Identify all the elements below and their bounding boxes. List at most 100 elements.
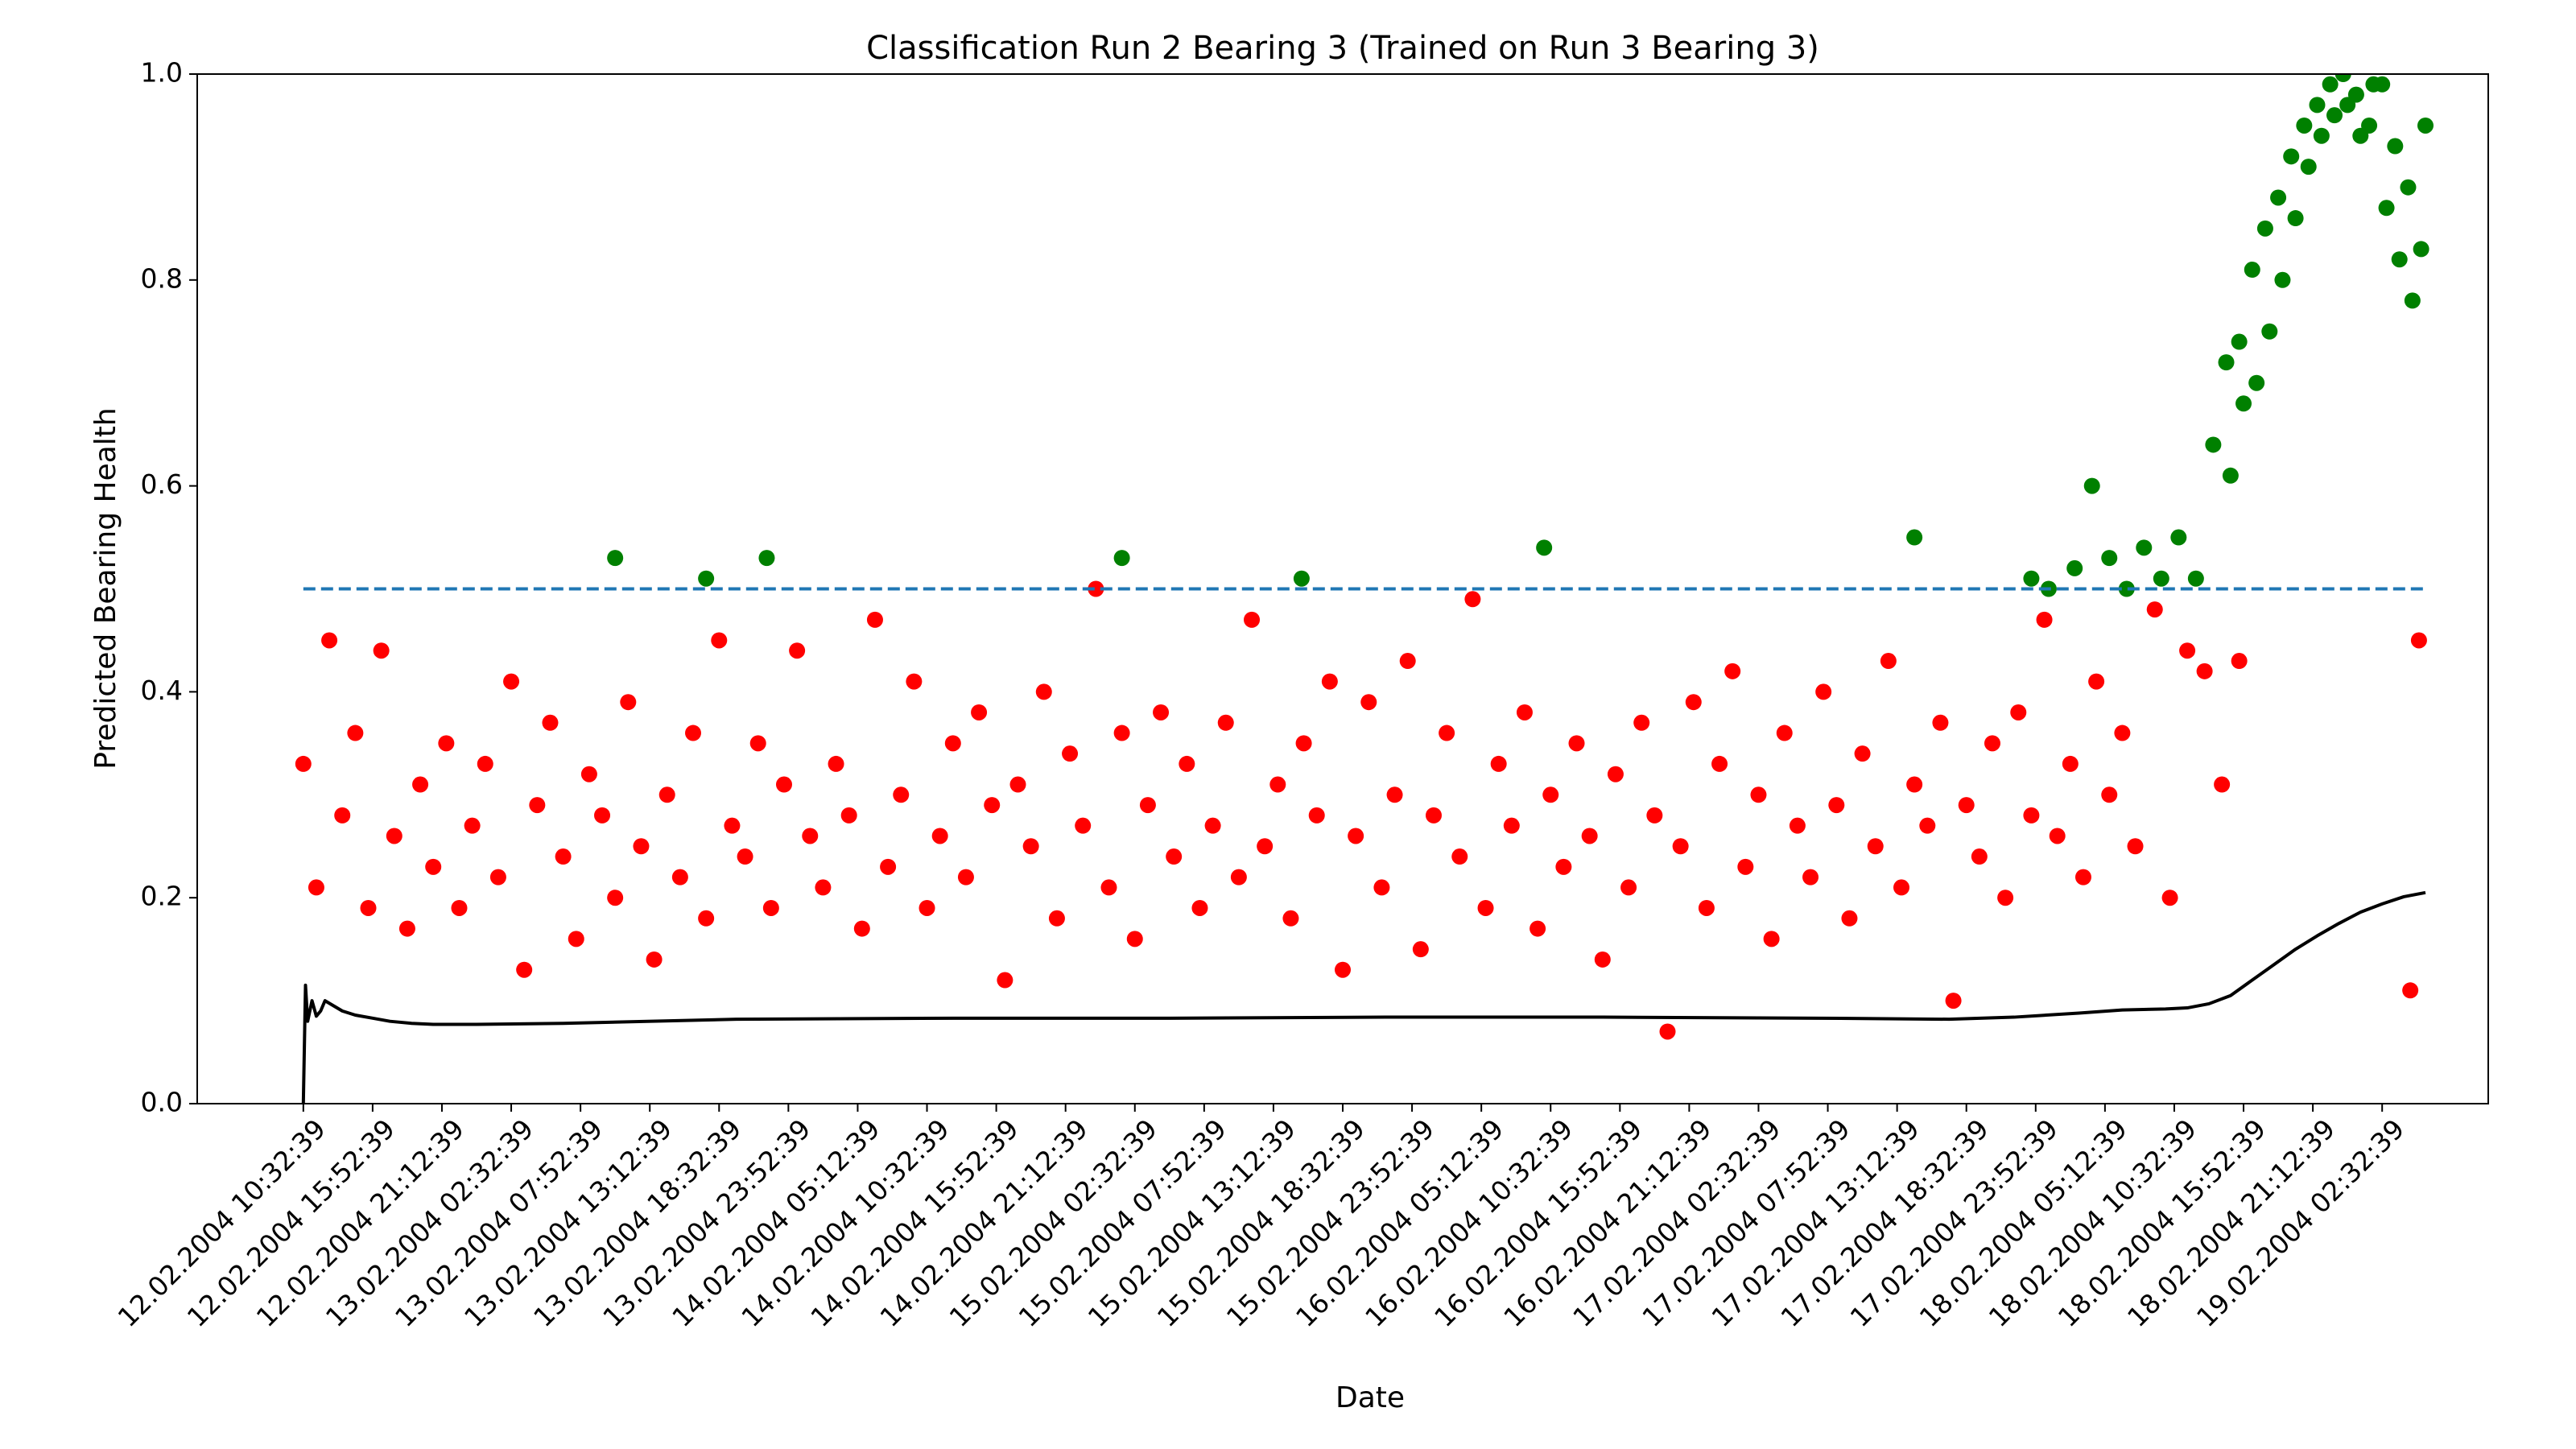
data-point — [542, 714, 559, 731]
data-point — [438, 735, 455, 752]
data-point — [2313, 127, 2330, 144]
data-point — [671, 869, 688, 886]
data-point — [762, 899, 779, 916]
data-point — [2248, 374, 2265, 391]
data-point — [1958, 797, 1975, 814]
data-point — [957, 869, 974, 886]
data-point — [2205, 436, 2222, 453]
data-point — [1348, 828, 1364, 844]
data-point — [749, 735, 766, 752]
data-point — [1126, 931, 1143, 947]
data-point — [1893, 879, 1910, 896]
data-point — [1646, 807, 1663, 824]
data-point — [2023, 807, 2040, 824]
data-point — [2074, 869, 2091, 886]
data-point — [1490, 755, 1507, 772]
data-point — [386, 828, 402, 844]
data-point — [2231, 333, 2248, 350]
data-point — [1166, 848, 1183, 865]
data-point — [1724, 663, 1741, 679]
plot-data — [295, 74, 2434, 1104]
data-point — [1685, 694, 1702, 711]
data-point — [1841, 910, 1858, 927]
data-point — [1386, 786, 1403, 803]
y-tick-label: 0.4 — [141, 675, 183, 706]
data-point — [1737, 858, 1754, 875]
data-point — [334, 807, 351, 824]
data-point — [1269, 776, 1286, 793]
y-tick-label: 0.0 — [141, 1087, 183, 1118]
data-point — [789, 642, 806, 659]
data-point — [2261, 323, 2278, 340]
data-point — [711, 632, 728, 649]
data-point — [815, 879, 832, 896]
data-point — [1075, 817, 1092, 834]
data-point — [529, 797, 546, 814]
data-point — [555, 848, 572, 865]
data-point — [2413, 241, 2429, 258]
data-point — [2049, 828, 2066, 844]
data-point — [1282, 910, 1299, 927]
data-point — [698, 910, 715, 927]
data-point — [620, 694, 637, 711]
data-point — [1659, 1023, 1676, 1040]
data-point — [2274, 271, 2291, 288]
data-point — [1257, 838, 1274, 855]
data-point — [2326, 107, 2343, 124]
data-point — [464, 817, 481, 834]
data-point — [2309, 97, 2326, 114]
y-tick-label: 0.6 — [141, 469, 183, 500]
data-point — [1153, 704, 1170, 720]
data-point — [347, 724, 364, 741]
data-point — [1763, 931, 1780, 947]
data-point — [1932, 714, 1949, 731]
data-point — [2083, 477, 2100, 494]
data-point — [1179, 755, 1195, 772]
data-point — [425, 858, 442, 875]
data-point — [1321, 673, 1338, 690]
data-point — [451, 899, 468, 916]
data-point — [1048, 910, 1065, 927]
y-tick-label: 1.0 — [141, 57, 183, 89]
data-point — [2179, 642, 2196, 659]
data-point — [758, 550, 775, 567]
data-point — [1867, 838, 1884, 855]
data-point — [1711, 755, 1728, 772]
data-point — [1451, 848, 1468, 865]
data-point — [1100, 879, 1117, 896]
data-point — [2036, 611, 2053, 628]
data-point — [1439, 724, 1455, 741]
data-point — [1880, 653, 1897, 670]
chart-title: Classification Run 2 Bearing 3 (Trained … — [866, 30, 1819, 67]
data-point — [2404, 292, 2421, 309]
data-point — [893, 786, 910, 803]
data-point — [580, 766, 597, 782]
data-point — [2244, 262, 2260, 279]
data-point — [1906, 776, 1923, 793]
data-point — [360, 899, 377, 916]
data-point — [1425, 807, 1442, 824]
data-point — [1854, 745, 1871, 762]
data-point — [489, 869, 506, 886]
data-point — [1113, 724, 1130, 741]
data-point — [1997, 890, 2014, 906]
data-point — [853, 920, 870, 937]
data-point — [1399, 653, 1416, 670]
data-point — [1607, 766, 1624, 782]
x-axis-label: Date — [1335, 1381, 1405, 1414]
data-point — [2283, 148, 2300, 165]
data-point — [477, 755, 493, 772]
data-point — [1971, 848, 1988, 865]
data-point — [633, 838, 650, 855]
data-point — [906, 673, 923, 690]
data-point — [1113, 550, 1130, 567]
data-point — [607, 890, 624, 906]
data-point — [1516, 704, 1533, 720]
data-point — [2170, 529, 2187, 546]
data-point — [1919, 817, 1936, 834]
data-point — [646, 951, 663, 968]
data-point — [919, 899, 935, 916]
data-point — [308, 879, 324, 896]
data-point — [685, 724, 702, 741]
data-point — [516, 961, 533, 978]
